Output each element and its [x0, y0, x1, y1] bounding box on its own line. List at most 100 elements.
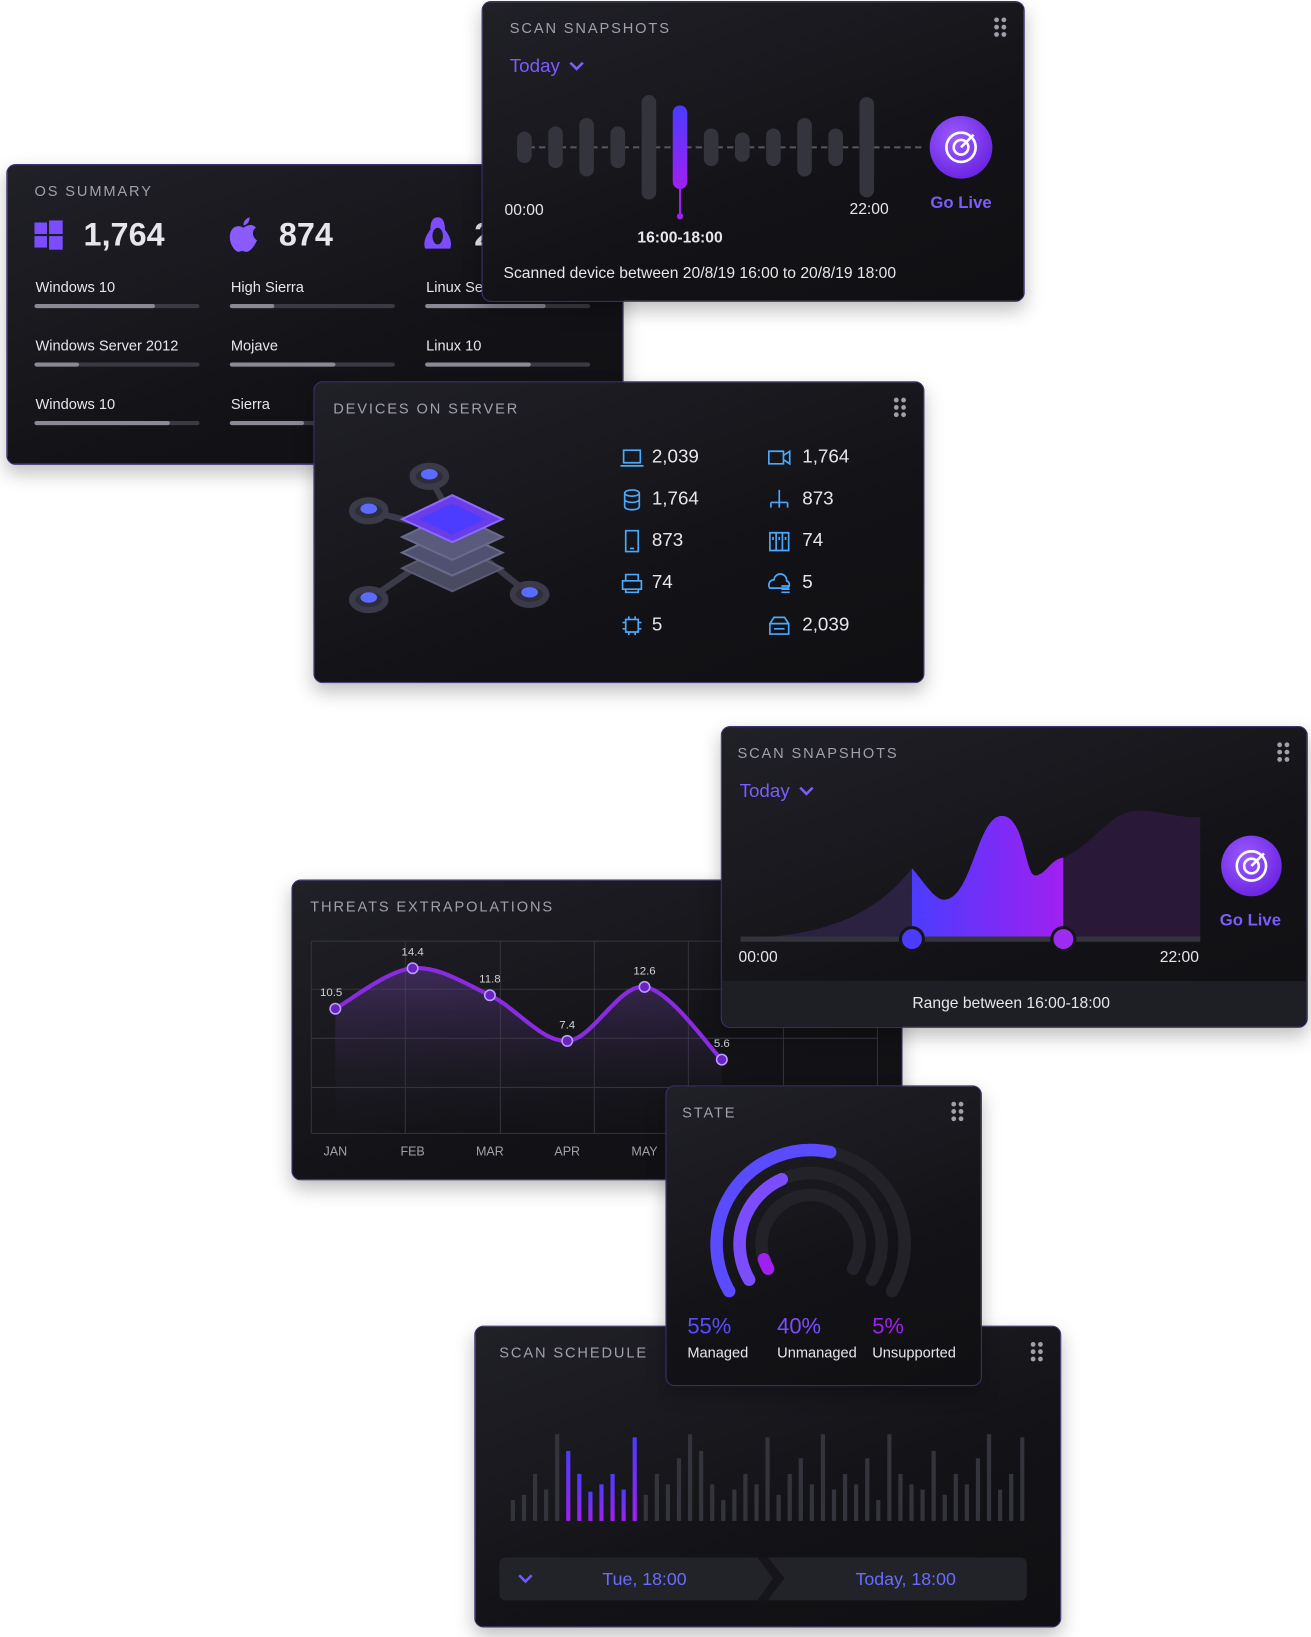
schedule-bar [953, 1473, 958, 1521]
schedule-bar [820, 1434, 826, 1521]
drag-dot [901, 397, 906, 403]
progress-fill [425, 303, 546, 309]
drag-dot [958, 1101, 964, 1107]
schedule-bar [1020, 1437, 1025, 1521]
to-label[interactable]: Today, 18:00 [855, 1569, 955, 1589]
drag-handle[interactable] [1277, 742, 1290, 762]
schedule-bar [544, 1489, 549, 1521]
point [406, 962, 419, 975]
server-illustration [348, 462, 550, 614]
selected-label: 16:00-18:00 [637, 229, 723, 246]
go-live-label[interactable]: Go Live [930, 193, 991, 212]
legend-value: 5% [872, 1313, 904, 1338]
x-tick-label: APR [554, 1145, 580, 1159]
value-label: 12.6 [633, 965, 655, 977]
drag-dot [1001, 17, 1007, 23]
device-icon [769, 616, 790, 635]
device-count: 74 [802, 529, 823, 550]
point [715, 1053, 728, 1066]
slider-handle[interactable] [1050, 926, 1077, 953]
drag-handle[interactable] [951, 1101, 964, 1122]
footer-band [721, 980, 1307, 1027]
x-tick-label: MAY [631, 1145, 658, 1159]
apple-icon [229, 217, 257, 252]
schedule-bar [920, 1489, 925, 1521]
os-name: High Sierra [231, 280, 305, 296]
drag-handle[interactable] [994, 17, 1007, 37]
arc-track [755, 1188, 866, 1275]
progress-fill [229, 362, 336, 367]
from-label[interactable]: Tue, 18:00 [602, 1569, 686, 1589]
slider-handle[interactable] [898, 926, 925, 953]
state-card: STATE 55% Managed 40% Unmanaged 5% Unsupporte… [665, 1085, 982, 1387]
progress-fill [425, 362, 531, 367]
value-label: 5.6 [714, 1038, 730, 1050]
card-title: SCAN SNAPSHOTS [510, 21, 671, 37]
range-select[interactable]: Today [740, 780, 791, 801]
devices-on-server: DEVICES ON SERVER 2,039 1,764 873 74 5 1,764 8… [333, 397, 906, 636]
devices-card: DEVICES ON SERVER 2,039 1,764 873 74 5 1,764 8… [313, 381, 925, 684]
schedule-bar [765, 1437, 770, 1521]
value-label: 14.4 [401, 947, 424, 959]
go-live-button[interactable] [1221, 835, 1282, 897]
schedule-bar [865, 1458, 870, 1521]
point [638, 980, 651, 993]
schedule-bar [687, 1434, 693, 1521]
device-count: 873 [652, 529, 683, 550]
drag-dot [1277, 742, 1283, 748]
drag-dot [994, 24, 999, 30]
scan-snapshots: SCAN SNAPSHOTS Today Go Live 00:00 22:00… [503, 17, 1007, 282]
schedule-bar [632, 1437, 637, 1521]
legend-value: 55% [687, 1313, 731, 1338]
snapshot-bar [734, 132, 750, 162]
os-name: Mojave [231, 339, 278, 355]
start-label: 00:00 [505, 202, 544, 219]
drag-dot [1030, 1356, 1036, 1362]
device-icon [770, 489, 789, 508]
snapshot-bar [548, 126, 563, 169]
drag-handle[interactable] [1030, 1341, 1043, 1362]
schedule-bar [898, 1473, 903, 1521]
start-label: 00:00 [739, 949, 778, 966]
os-count: 1,764 [84, 217, 165, 253]
drag-dot [1284, 749, 1290, 755]
schedule-bar [975, 1458, 981, 1521]
os-name: Windows 10 [36, 397, 116, 413]
schedule-bar [854, 1484, 859, 1521]
linux-icon [424, 217, 452, 249]
range-select[interactable]: Today [510, 55, 561, 76]
card-title: OS SUMMARY [34, 184, 152, 200]
value-label: 10.5 [320, 987, 342, 999]
x-tick-label: FEB [400, 1145, 424, 1159]
schedule-bar [555, 1434, 560, 1521]
snapshot-bar [828, 128, 843, 167]
dropdown-chevron[interactable] [569, 61, 584, 71]
schedule-bar [521, 1494, 527, 1521]
schedule-bar [986, 1434, 992, 1521]
go-live-button[interactable] [929, 115, 993, 179]
dropdown-chevron[interactable] [799, 786, 814, 796]
os-count: 874 [279, 217, 333, 253]
pill-chevron[interactable] [518, 1574, 533, 1584]
end-label: 22:00 [1160, 949, 1199, 966]
schedule-bar [887, 1434, 892, 1521]
value-label: 7.4 [559, 1019, 576, 1031]
drag-dot [1030, 1349, 1036, 1355]
go-live-label[interactable]: Go Live [1220, 911, 1281, 930]
snapshot-bar [672, 105, 688, 190]
selection-dot [676, 213, 684, 220]
drag-dot [1038, 1356, 1043, 1362]
state-chart: STATE 55% Managed 40% Unmanaged 5% Unsupporte… [682, 1101, 964, 1362]
progress-fill [34, 420, 170, 426]
point [561, 1034, 574, 1047]
footer-text: Range between 16:00-18:00 [912, 995, 1110, 1012]
schedule-bar [942, 1494, 947, 1521]
snapshot-bar [610, 126, 626, 169]
device-icon [621, 573, 643, 594]
device-count: 873 [802, 487, 833, 508]
schedule-bar [699, 1450, 704, 1521]
drag-handle[interactable] [893, 397, 906, 418]
schedule-bar [876, 1500, 881, 1521]
arc [757, 1253, 775, 1275]
drag-dot [958, 1109, 964, 1114]
